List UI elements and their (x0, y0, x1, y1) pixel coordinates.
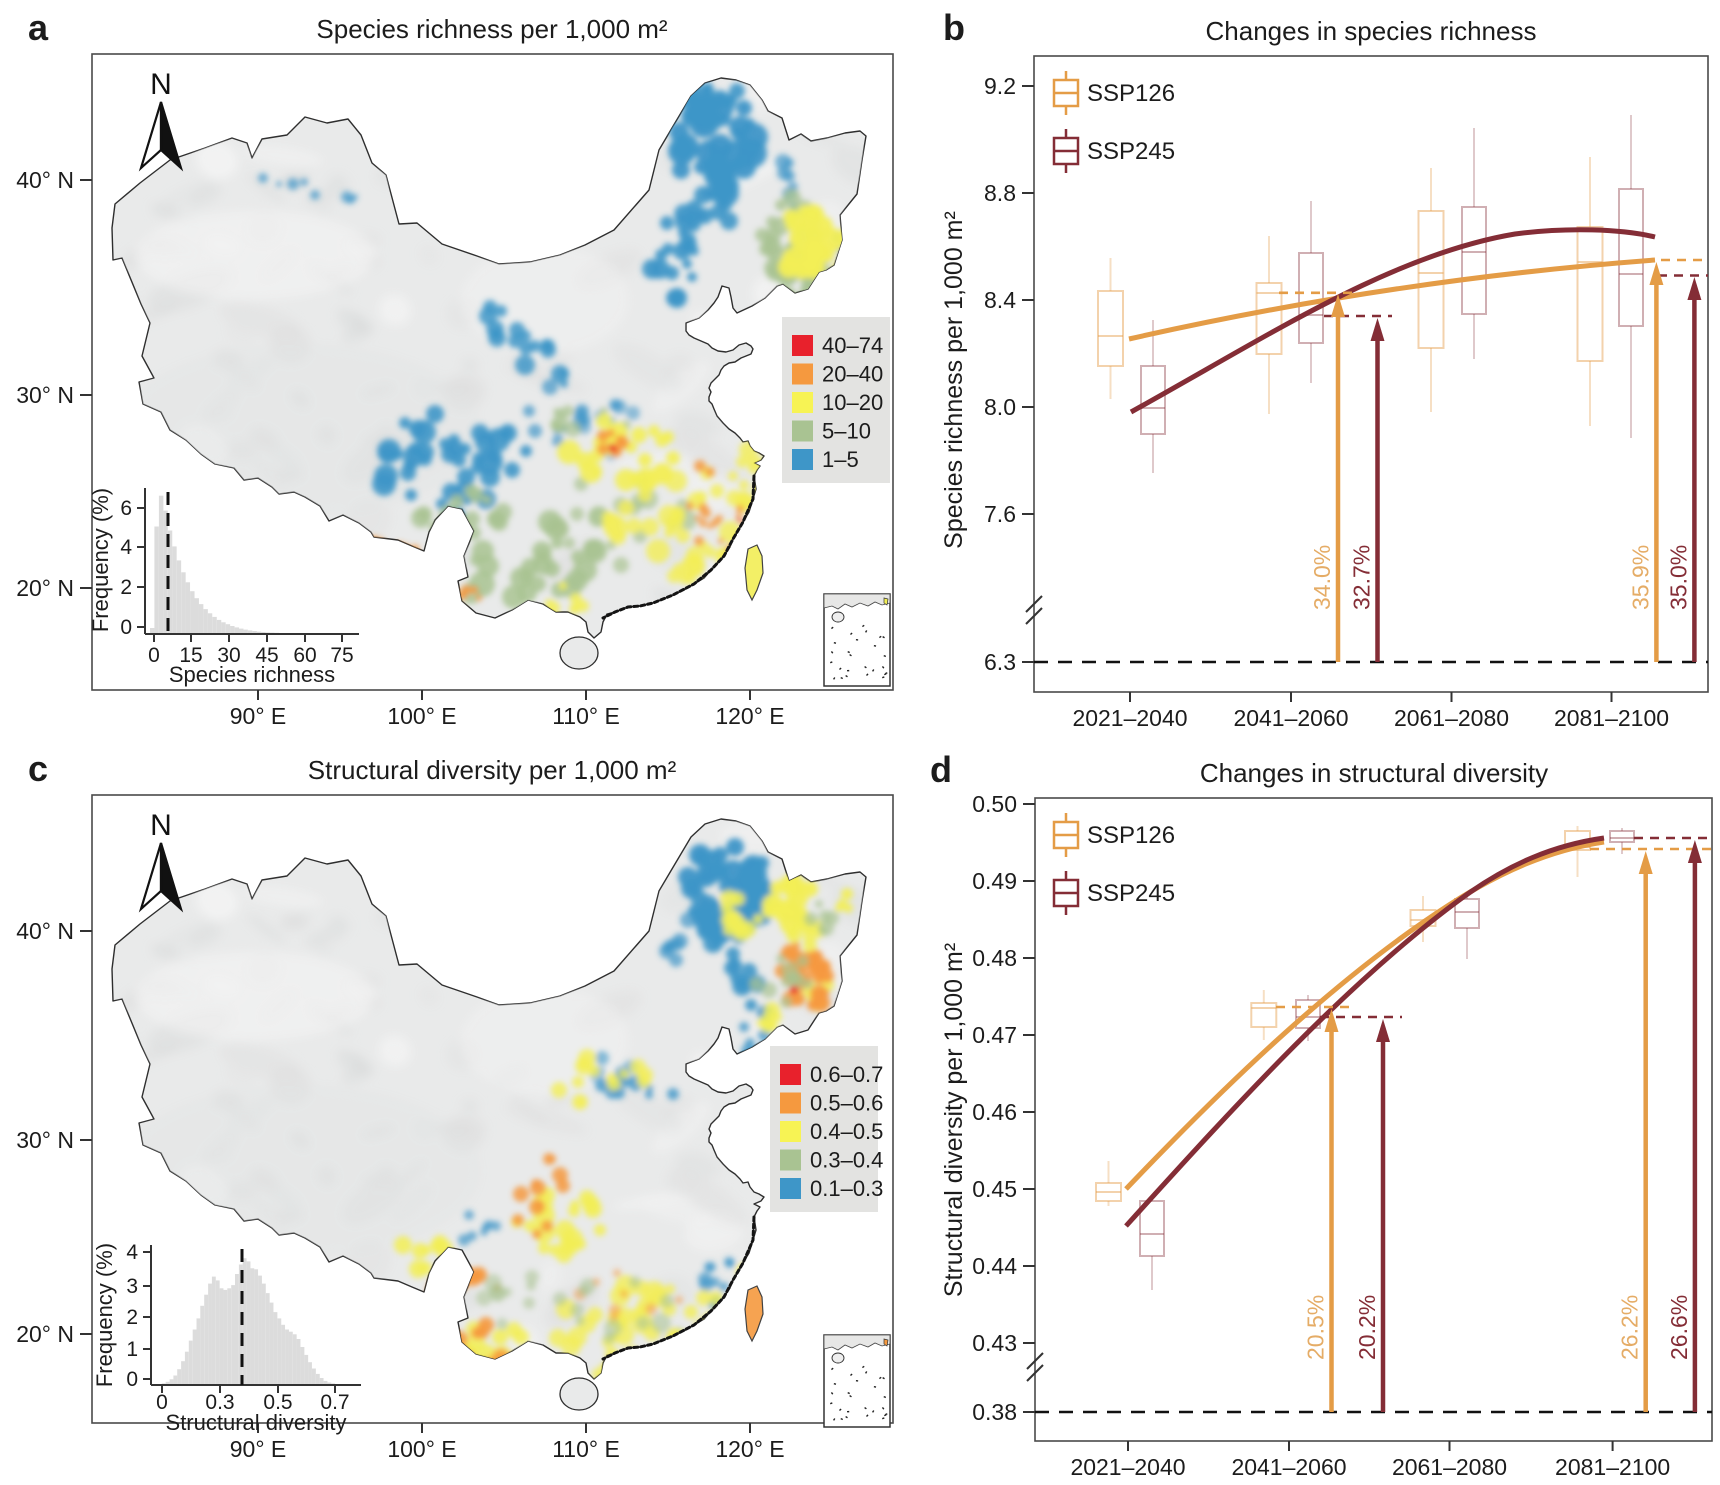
svg-text:8.0: 8.0 (984, 394, 1016, 420)
svg-text:Changes in structural diversit: Changes in structural diversity (1200, 758, 1548, 788)
svg-text:1: 1 (126, 1338, 138, 1361)
svg-text:0.44: 0.44 (972, 1253, 1017, 1279)
svg-text:110° E: 110° E (552, 703, 620, 729)
svg-text:30: 30 (217, 644, 240, 667)
svg-text:N: N (150, 68, 172, 101)
svg-text:0.38: 0.38 (972, 1399, 1017, 1425)
svg-text:SSP126: SSP126 (1087, 822, 1175, 849)
svg-text:0: 0 (156, 1391, 168, 1414)
svg-text:2021–2040: 2021–2040 (1072, 705, 1187, 731)
svg-text:8.4: 8.4 (984, 287, 1016, 313)
svg-text:9.2: 9.2 (984, 73, 1016, 99)
svg-text:0: 0 (148, 644, 160, 667)
svg-text:a: a (28, 7, 49, 48)
svg-text:0.45: 0.45 (972, 1176, 1017, 1202)
svg-text:0: 0 (126, 1368, 138, 1391)
svg-text:0.46: 0.46 (972, 1099, 1017, 1125)
svg-text:110° E: 110° E (552, 1436, 620, 1462)
svg-text:90° E: 90° E (230, 1436, 287, 1462)
svg-text:4: 4 (120, 536, 132, 559)
svg-text:35.0%: 35.0% (1665, 545, 1691, 610)
svg-text:26.6%: 26.6% (1666, 1295, 1692, 1360)
svg-text:40° N: 40° N (16, 918, 74, 944)
svg-text:7.6: 7.6 (984, 501, 1016, 527)
svg-text:10–20: 10–20 (822, 390, 883, 415)
svg-text:0.47: 0.47 (972, 1022, 1017, 1048)
svg-text:0.5–0.6: 0.5–0.6 (810, 1091, 883, 1116)
svg-text:40° N: 40° N (16, 167, 74, 193)
svg-text:Species richness per 1,000 m²: Species richness per 1,000 m² (316, 14, 668, 44)
svg-text:N: N (150, 809, 172, 842)
svg-text:2: 2 (120, 576, 132, 599)
svg-text:0.48: 0.48 (972, 945, 1017, 971)
svg-text:60: 60 (293, 644, 316, 667)
svg-text:26.2%: 26.2% (1617, 1295, 1643, 1360)
svg-text:2081–2100: 2081–2100 (1554, 705, 1669, 731)
svg-text:1–5: 1–5 (822, 447, 859, 472)
svg-text:d: d (930, 749, 952, 790)
svg-text:45: 45 (255, 644, 278, 667)
svg-text:20.5%: 20.5% (1303, 1295, 1329, 1360)
svg-text:c: c (28, 748, 48, 789)
svg-text:6.3: 6.3 (984, 649, 1016, 675)
svg-text:SSP245: SSP245 (1087, 880, 1175, 907)
svg-text:90° E: 90° E (230, 703, 287, 729)
svg-text:Species richness per 1,000 m²: Species richness per 1,000 m² (940, 211, 968, 549)
svg-text:120° E: 120° E (715, 703, 784, 729)
svg-text:0.50: 0.50 (972, 791, 1017, 817)
svg-text:0.4–0.5: 0.4–0.5 (810, 1119, 883, 1144)
svg-text:SSP245: SSP245 (1087, 138, 1175, 165)
svg-text:0.5: 0.5 (263, 1391, 292, 1414)
svg-text:30° N: 30° N (16, 382, 74, 408)
svg-text:6: 6 (120, 497, 132, 520)
svg-text:2021–2040: 2021–2040 (1070, 1454, 1185, 1480)
svg-text:2041–2060: 2041–2060 (1233, 705, 1348, 731)
svg-text:35.9%: 35.9% (1627, 545, 1653, 610)
svg-text:0.6–0.7: 0.6–0.7 (810, 1062, 883, 1087)
svg-text:5–10: 5–10 (822, 419, 871, 444)
svg-text:20–40: 20–40 (822, 362, 883, 387)
svg-text:0: 0 (120, 616, 132, 639)
svg-text:100° E: 100° E (387, 703, 456, 729)
svg-text:120° E: 120° E (715, 1436, 784, 1462)
svg-text:30° N: 30° N (16, 1127, 74, 1153)
svg-text:0.1–0.3: 0.1–0.3 (810, 1176, 883, 1201)
svg-text:4: 4 (126, 1241, 138, 1264)
svg-text:100° E: 100° E (387, 1436, 456, 1462)
svg-text:0.49: 0.49 (972, 868, 1017, 894)
svg-text:SSP126: SSP126 (1087, 80, 1175, 107)
svg-text:0.7: 0.7 (320, 1391, 349, 1414)
svg-text:40–74: 40–74 (822, 333, 883, 358)
svg-text:0.3–0.4: 0.3–0.4 (810, 1148, 883, 1173)
svg-text:2081–2100: 2081–2100 (1555, 1454, 1670, 1480)
svg-text:3: 3 (126, 1275, 138, 1298)
svg-text:20.2%: 20.2% (1354, 1295, 1380, 1360)
svg-text:Species richness: Species richness (169, 662, 335, 687)
svg-text:20° N: 20° N (16, 1321, 74, 1347)
svg-text:Frequency (%): Frequency (%) (92, 1243, 117, 1387)
svg-text:Changes in species richness: Changes in species richness (1206, 16, 1537, 46)
svg-text:34.0%: 34.0% (1309, 545, 1335, 610)
svg-text:20° N: 20° N (16, 575, 74, 601)
svg-text:b: b (943, 7, 965, 48)
svg-text:75: 75 (330, 644, 353, 667)
svg-text:2061–2080: 2061–2080 (1394, 705, 1509, 731)
svg-text:0.43: 0.43 (972, 1330, 1017, 1356)
svg-text:2061–2080: 2061–2080 (1392, 1454, 1507, 1480)
svg-text:0.3: 0.3 (205, 1391, 234, 1414)
svg-text:Structural diversity: Structural diversity (166, 1410, 347, 1435)
svg-text:Structural diversity per 1,000: Structural diversity per 1,000 m² (308, 755, 677, 785)
svg-text:15: 15 (179, 644, 202, 667)
svg-text:Frequency (%): Frequency (%) (88, 488, 113, 632)
svg-text:8.8: 8.8 (984, 180, 1016, 206)
svg-text:Structural diversity per 1,000: Structural diversity per 1,000 m² (940, 943, 968, 1297)
svg-text:32.7%: 32.7% (1349, 545, 1375, 610)
svg-text:2: 2 (126, 1306, 138, 1329)
svg-text:2041–2060: 2041–2060 (1231, 1454, 1346, 1480)
